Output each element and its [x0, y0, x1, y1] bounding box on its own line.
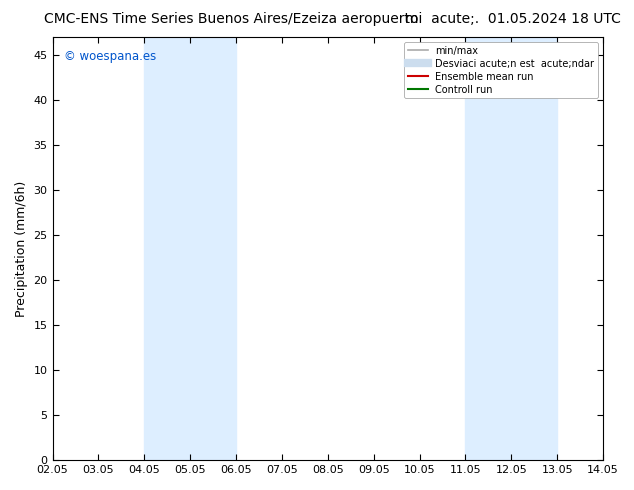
Text: © woespana.es: © woespana.es: [63, 50, 156, 63]
Text: mi  acute;.  01.05.2024 18 UTC: mi acute;. 01.05.2024 18 UTC: [406, 12, 621, 26]
Bar: [465, 37, 557, 460]
Y-axis label: Precipitation (mm/6h): Precipitation (mm/6h): [15, 180, 28, 317]
Text: CMC-ENS Time Series Buenos Aires/Ezeiza aeropuerto: CMC-ENS Time Series Buenos Aires/Ezeiza …: [44, 12, 419, 26]
Bar: [145, 37, 236, 460]
Legend: min/max, Desviaci acute;n est  acute;ndar, Ensemble mean run, Controll run: min/max, Desviaci acute;n est acute;ndar…: [404, 42, 598, 98]
